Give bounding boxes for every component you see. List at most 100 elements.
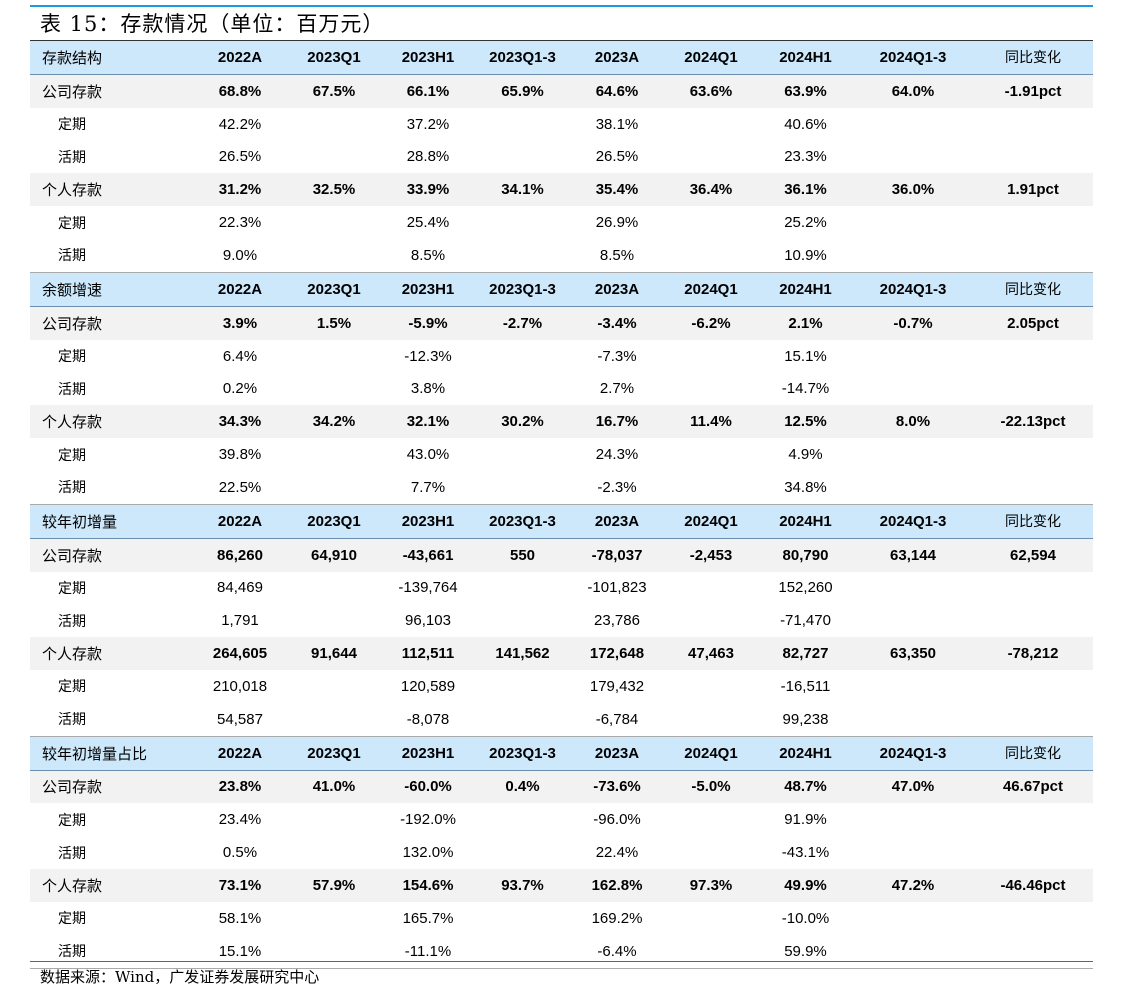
- section-header-row: 较年初增量 2022A 2023Q1 2023H1 2023Q1-3 2023A 2024Q…: [30, 503, 1093, 539]
- column-header: 2024Q1-3: [853, 503, 973, 539]
- cell-value: 22.4%: [595, 844, 639, 862]
- column-header: 2024Q1: [664, 735, 758, 771]
- cell-value: 165.7%: [402, 909, 454, 927]
- cell-value: [664, 141, 758, 174]
- cell-value: -73.6%: [570, 770, 664, 804]
- cell-value: -2.3%: [570, 470, 664, 505]
- cell-value: [973, 902, 1093, 935]
- cell-value: -5.0%: [664, 770, 758, 804]
- cell-value: [853, 438, 973, 471]
- column-header: 同比变化: [973, 735, 1093, 771]
- cell-value: [664, 572, 758, 605]
- cell-value: 39.8%: [218, 446, 262, 464]
- column-header: 2023A: [570, 503, 664, 539]
- cell-value: [664, 934, 758, 969]
- cell-value: 550: [475, 538, 570, 572]
- cell-value: 0.2%: [222, 380, 258, 398]
- section-header-row: 余额增速 2022A 2023Q1 2023H1 2023Q1-3 2023A 2024Q1…: [30, 271, 1093, 307]
- table-row: 个人存款 264,605 91,644 112,511 141,562 172,648 47…: [30, 637, 1093, 671]
- cell-value: [853, 604, 973, 637]
- cell-value: [853, 902, 973, 935]
- cell-value: 26.9%: [595, 214, 639, 232]
- cell-value: 2.1%: [758, 306, 853, 340]
- cell-value: 36.0%: [853, 173, 973, 207]
- cell-value: -7.3%: [597, 347, 637, 365]
- column-header: 2023H1: [381, 503, 475, 539]
- cell-value: -43.1%: [781, 844, 830, 862]
- row-label: 定期: [58, 679, 86, 696]
- cell-value: 169.2%: [591, 909, 643, 927]
- row-label: 个人存款: [30, 405, 193, 439]
- cell-value: -12.3%: [404, 347, 452, 365]
- column-header: 2022A: [193, 503, 287, 539]
- column-header: 2024H1: [758, 503, 853, 539]
- cell-value: [973, 206, 1093, 239]
- table-row: 定期 84,469 -139,764 -101,823 152,260: [30, 572, 1093, 605]
- footer-divider: [30, 961, 1093, 962]
- cell-value: [475, 239, 570, 273]
- cell-value: [664, 340, 758, 373]
- cell-value: 33.9%: [381, 173, 475, 207]
- cell-value: 36.1%: [758, 173, 853, 207]
- cell-value: [475, 702, 570, 737]
- column-header: 2023Q1-3: [475, 735, 570, 771]
- cell-value: [475, 470, 570, 505]
- cell-value: -3.4%: [570, 306, 664, 340]
- cell-value: 34.3%: [193, 405, 287, 439]
- cell-value: 26.5%: [218, 148, 262, 166]
- cell-value: 8.5%: [381, 239, 475, 273]
- cell-value: [287, 836, 381, 869]
- cell-value: [287, 604, 381, 637]
- column-header: 2023H1: [381, 271, 475, 307]
- cell-value: [664, 470, 758, 505]
- column-header: 2023A: [570, 271, 664, 307]
- cell-value: -8,078: [381, 702, 475, 737]
- cell-value: [853, 108, 973, 141]
- cell-value: 97.3%: [664, 869, 758, 902]
- cell-value: [664, 836, 758, 869]
- column-header: 2024H1: [758, 735, 853, 771]
- cell-value: 34.2%: [287, 405, 381, 439]
- cell-value: -101,823: [587, 579, 647, 597]
- cell-value: 2.05pct: [973, 306, 1093, 340]
- cell-value: 32.1%: [381, 405, 475, 439]
- cell-value: 23.4%: [218, 811, 262, 829]
- cell-value: 154.6%: [381, 869, 475, 902]
- cell-value: [475, 803, 570, 836]
- column-header: 2023A: [570, 735, 664, 771]
- table-row: 公司存款 23.8% 41.0% -60.0% 0.4% -73.6% -5.0% 48.7%…: [30, 770, 1093, 804]
- cell-value: -43,661: [381, 538, 475, 572]
- row-label: 活期: [30, 239, 193, 273]
- cell-value: [475, 934, 570, 969]
- cell-value: [973, 670, 1093, 703]
- cell-value: 57.9%: [287, 869, 381, 902]
- header-divider: [30, 5, 1093, 7]
- table-row: 公司存款 86,260 64,910 -43,661 550 -78,037 -2,453 8…: [30, 538, 1093, 572]
- cell-value: 66.1%: [381, 74, 475, 108]
- cell-value: [973, 803, 1093, 836]
- column-header: 2023A: [570, 40, 664, 75]
- cell-value: -71,470: [780, 612, 831, 630]
- cell-value: 25.2%: [784, 214, 827, 232]
- cell-value: 46.67pct: [973, 770, 1093, 804]
- cell-value: [853, 702, 973, 737]
- column-header: 2024Q1-3: [853, 271, 973, 307]
- cell-value: 25.4%: [406, 214, 450, 232]
- cell-value: [475, 206, 570, 239]
- table-row: 定期 23.4% -192.0% -96.0% 91.9%: [30, 803, 1093, 836]
- row-label: 公司存款: [30, 538, 193, 572]
- table-row: 活期 1,791 96,103 23,786 -71,470: [30, 604, 1093, 637]
- column-header: 2022A: [193, 271, 287, 307]
- cell-value: 64,910: [287, 538, 381, 572]
- cell-value: 73.1%: [193, 869, 287, 902]
- table-row: 活期 0.2% 3.8% 2.7% -14.7%: [30, 372, 1093, 405]
- cell-value: [475, 372, 570, 405]
- cell-value: [973, 141, 1093, 174]
- cell-value: -78,212: [973, 637, 1093, 671]
- cell-value: 0.5%: [222, 844, 258, 862]
- cell-value: -11.1%: [381, 934, 475, 969]
- cell-value: 22.5%: [193, 470, 287, 505]
- table-title: 表 15：存款情况（单位：百万元）: [40, 12, 385, 36]
- cell-value: 54,587: [193, 702, 287, 737]
- table-row: 个人存款 73.1% 57.9% 154.6% 93.7% 162.8% 97.3% 49.9…: [30, 869, 1093, 902]
